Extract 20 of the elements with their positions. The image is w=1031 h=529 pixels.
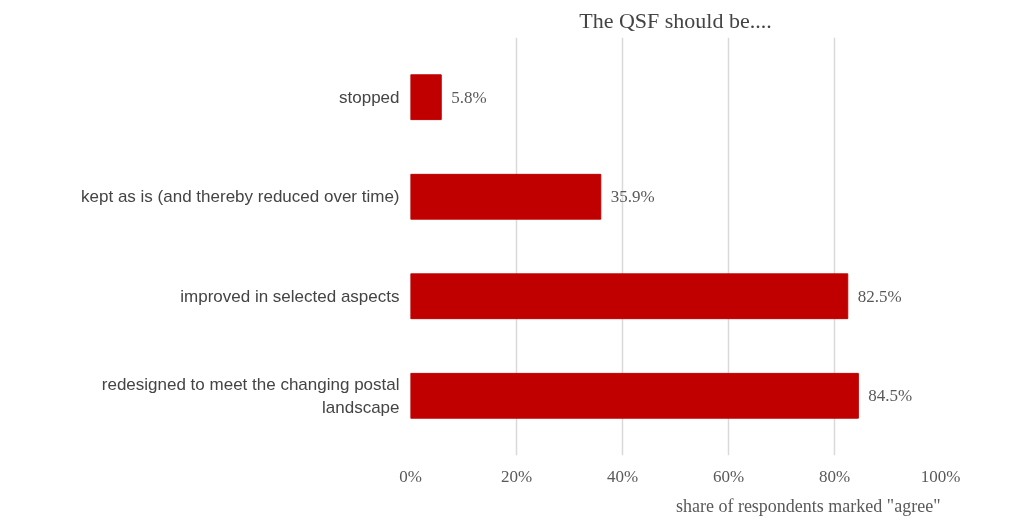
data-label: 35.9%: [610, 187, 655, 207]
x-tick-label: 20%: [500, 466, 533, 486]
data-label: 82.5%: [857, 286, 902, 306]
x-tick-label: 0%: [399, 466, 422, 486]
x-tick-label: 40%: [606, 466, 639, 486]
y-tick-label: kept as is (and thereby reduced over time): [81, 187, 400, 207]
bar: [410, 173, 602, 220]
y-tick-label: stopped: [339, 87, 400, 107]
x-tick-label: 80%: [818, 466, 851, 486]
x-tick-label: 100%: [920, 466, 961, 486]
y-tick-label: redesigned to meet the changing postal landscape: [101, 374, 400, 417]
x-tick-label: 60%: [712, 466, 745, 486]
y-tick-label: improved in selected aspects: [180, 286, 400, 306]
x-axis-title: share of respondents marked "agree": [675, 495, 941, 516]
data-label: 5.8%: [451, 87, 487, 107]
bar: [410, 372, 859, 419]
bar: [410, 74, 442, 121]
data-label: 84.5%: [868, 386, 913, 406]
bar: [410, 273, 849, 320]
chart-title: The QSF should be....: [579, 7, 772, 33]
